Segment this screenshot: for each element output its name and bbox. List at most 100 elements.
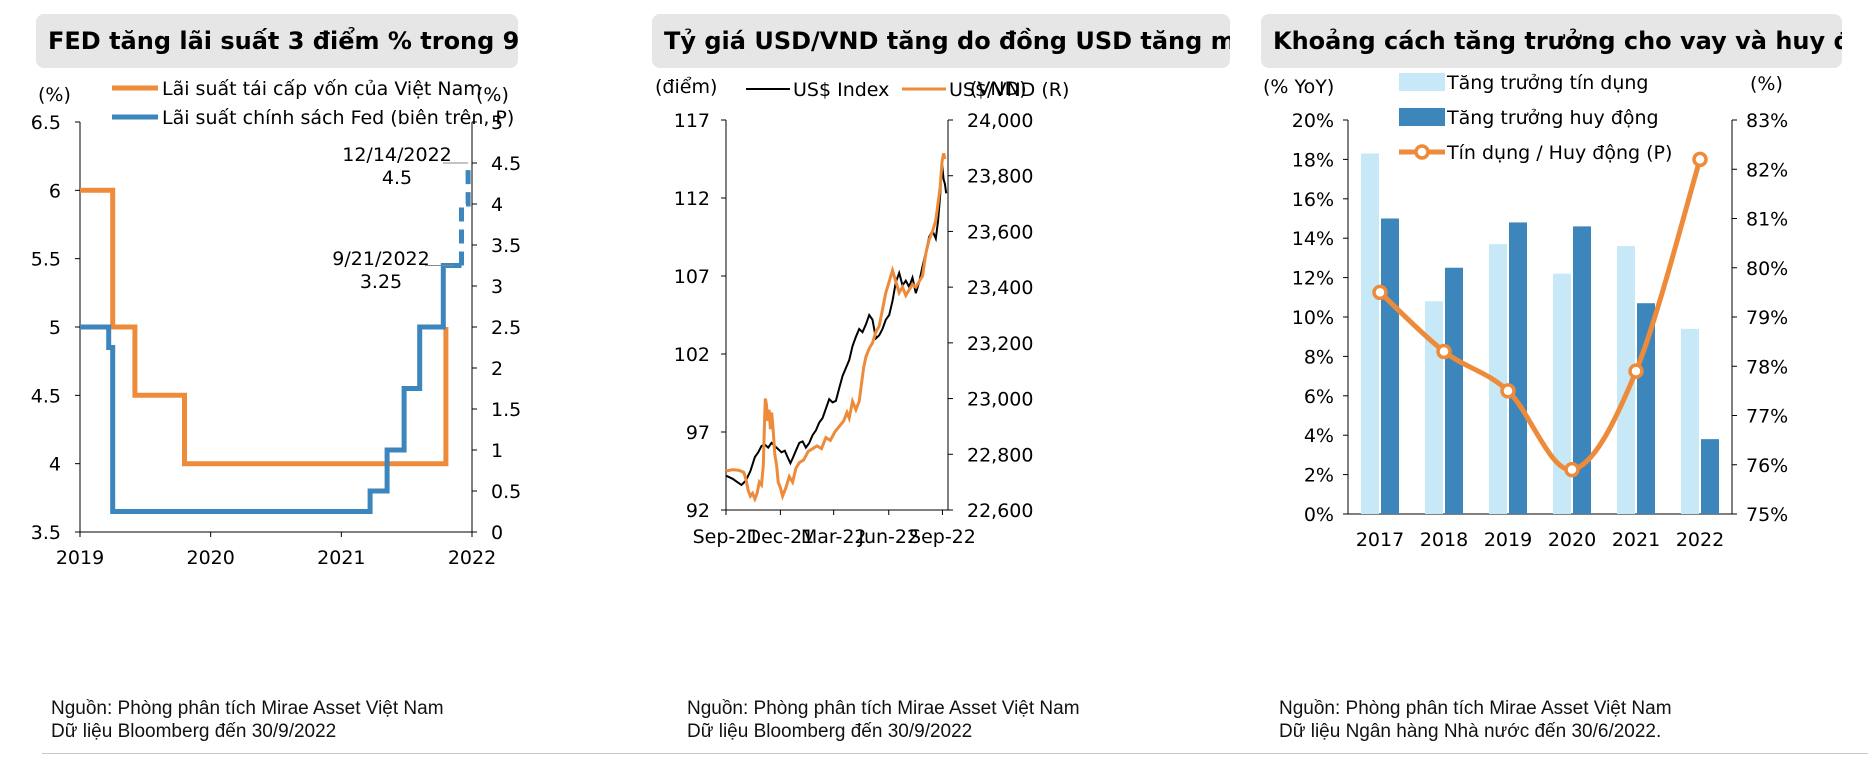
chart-panel-usd-vnd: Tỷ giá USD/VND tăng do đồng USD tăng mạn…: [652, 0, 1230, 766]
ratio-point: [1500, 383, 1516, 399]
chart-panel-fed-rates: FED tăng lãi suất 3 điểm % trong 9T22 3.…: [31, 0, 521, 766]
annotation-value: 4.5: [382, 167, 412, 189]
y-left-tick-label: 112: [674, 188, 710, 210]
y-left-tick-label: 4%: [1304, 425, 1334, 447]
y-left-tick-label: 0%: [1304, 504, 1334, 526]
y-left-unit: (% YoY): [1263, 76, 1334, 98]
bar-deposit-growth: [1637, 303, 1655, 514]
y-right-tick-label: 3.5: [491, 235, 521, 257]
y-right-unit: (VND): [970, 78, 1027, 100]
ratio-point: [1372, 284, 1388, 301]
source-note: Nguồn: Phòng phân tích Mirae Asset Việt …: [51, 697, 444, 743]
y-left-tick-label: 6.5: [31, 112, 61, 134]
y-right-tick-label: 22,600: [967, 500, 1033, 522]
legend-label: Lãi suất tái cấp vốn của Việt Nam: [162, 78, 482, 100]
legend-marker: [1414, 144, 1430, 160]
source-note: Nguồn: Phòng phân tích Mirae Asset Việt …: [1279, 697, 1672, 743]
legend-label: Tín dụng / Huy động (P): [1446, 142, 1672, 164]
annotation-date: 9/21/2022: [332, 248, 429, 270]
y-left-tick-label: 18%: [1292, 149, 1334, 171]
source-note: Nguồn: Phòng phân tích Mirae Asset Việt …: [687, 697, 1080, 743]
series-line-usd-index: [725, 163, 948, 487]
legend-label: Tăng trưởng huy động: [1446, 107, 1659, 129]
y-right-tick-label: 24,000: [967, 110, 1033, 132]
bar-deposit-growth: [1381, 218, 1399, 514]
y-left-tick-label: 4.5: [31, 385, 61, 407]
source-line-1: Nguồn: Phòng phân tích Mirae Asset Việt …: [51, 698, 444, 719]
chart-usd-vnd: 92 97 102 107 112 117 22,600 22,800 23,000 23,200…: [655, 76, 1069, 548]
annotation-value: 3.25: [360, 271, 402, 293]
y-right-tick-label: 23,200: [967, 333, 1033, 355]
bar-credit-growth: [1489, 244, 1507, 515]
chart-title: FED tăng lãi suất 3 điểm % trong 9T22: [36, 14, 518, 68]
annotation-date: 12/14/2022: [342, 144, 452, 166]
y-left-tick-label: 14%: [1292, 228, 1334, 250]
y-right-tick-label: 77%: [1746, 406, 1788, 428]
y-right-tick-label: 83%: [1746, 110, 1788, 132]
bar-deposit-growth: [1701, 439, 1719, 514]
y-right-tick-label: 23,600: [967, 221, 1033, 243]
legend-label: US$ Index: [793, 79, 889, 101]
series-line-0: [80, 187, 449, 467]
ratio-point: [1564, 461, 1580, 478]
y-right-tick-label: 1.5: [491, 399, 521, 421]
y-right-unit: (%): [476, 84, 509, 106]
bar-deposit-growth: [1573, 226, 1591, 514]
y-right-tick-label: 4.5: [491, 153, 521, 175]
source-line-1: Nguồn: Phòng phân tích Mirae Asset Việt …: [687, 698, 1080, 719]
y-right-tick-label: 0: [491, 522, 503, 544]
y-right-tick-label: 4: [491, 194, 503, 216]
series-line-2: [459, 163, 471, 266]
x-tick-label: 2022: [1676, 529, 1724, 551]
chart-panel-credit-deposit: Khoảng cách tăng trưởng cho vay và huy đ…: [1261, 0, 1842, 766]
y-right-tick-label: 1: [491, 440, 503, 462]
x-tick-label: 2020: [186, 547, 234, 569]
legend-swatch: [1399, 108, 1445, 126]
y-left-tick-label: 102: [674, 344, 710, 366]
bar-deposit-growth: [1509, 222, 1527, 514]
source-line-2: Dữ liệu Ngân hàng Nhà nước đến 30/6/2022…: [1279, 721, 1662, 742]
y-right-tick-label: 23,800: [967, 166, 1033, 188]
x-tick-label: 2019: [1484, 529, 1532, 551]
y-left-tick-label: 10%: [1292, 307, 1334, 329]
x-tick-label: Sep-22: [909, 526, 976, 548]
series-line-1: [80, 263, 462, 514]
legend-swatch: [1399, 73, 1445, 91]
chart-fed-rates: 3.5 4 4.5 5 5.5 6 6.5 0 0.5 1 1.5 2 2.5 3 3.5 4 4.5 5 2019…: [31, 78, 521, 569]
y-left-tick-label: 20%: [1292, 110, 1334, 132]
bar-credit-growth: [1553, 273, 1571, 514]
y-right-tick-label: 75%: [1746, 504, 1788, 526]
y-right-unit: (%): [1750, 73, 1783, 95]
y-left-tick-label: 5.5: [31, 249, 61, 271]
x-tick-label: Mar-22: [801, 526, 867, 548]
y-left-tick-label: 16%: [1292, 189, 1334, 211]
series-line-usd-vnd: [725, 153, 947, 503]
y-right-tick-label: 23,000: [967, 389, 1033, 411]
y-right-tick-label: 79%: [1746, 307, 1788, 329]
y-left-tick-label: 117: [674, 110, 710, 132]
ratio-point: [1436, 343, 1452, 360]
y-right-tick-label: 82%: [1746, 159, 1788, 181]
y-left-unit: (%): [38, 84, 71, 106]
chart-credit-deposit: 0% 2% 4% 6% 8% 10% 12% 14% 16% 18% 20% 75% 76% 77% 78%…: [1263, 72, 1788, 551]
y-left-tick-label: 5: [49, 317, 61, 339]
bar-credit-growth: [1361, 153, 1379, 515]
y-left-tick-label: 6%: [1304, 386, 1334, 408]
y-left-tick-label: 3.5: [31, 522, 61, 544]
y-right-tick-label: 3: [491, 276, 503, 298]
y-right-tick-label: 78%: [1746, 356, 1788, 378]
y-left-tick-label: 4: [49, 454, 61, 476]
y-right-tick-label: 80%: [1746, 258, 1788, 280]
x-tick-label: 2022: [448, 547, 496, 569]
y-right-tick-label: 2.5: [491, 317, 521, 339]
bar-credit-growth: [1681, 328, 1699, 514]
chart-title: Khoảng cách tăng trưởng cho vay và huy đ…: [1261, 14, 1842, 68]
legend-label: Lãi suất chính sách Fed (biên trên, P): [162, 107, 514, 129]
source-line-1: Nguồn: Phòng phân tích Mirae Asset Việt …: [1279, 698, 1672, 719]
x-tick-label: 2019: [56, 547, 104, 569]
y-left-tick-label: 2%: [1304, 465, 1334, 487]
x-tick-label: 2021: [1612, 529, 1660, 551]
y-right-tick-label: 0.5: [491, 481, 521, 503]
y-left-tick-label: 97: [686, 422, 710, 444]
footer-divider: [42, 753, 1868, 754]
